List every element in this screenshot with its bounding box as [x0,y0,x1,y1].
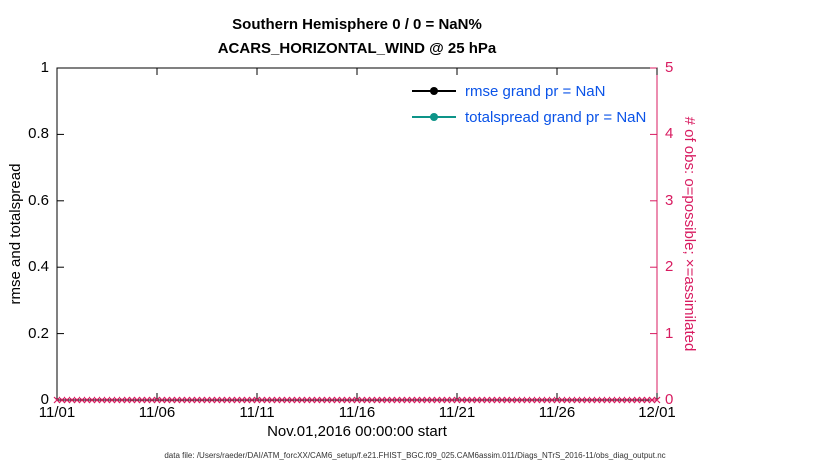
legend-label-totalspread: totalspread grand pr = NaN [465,108,647,126]
x-tick-label: 11/26 [538,404,576,421]
left-y-tick-label: 0.4 [28,258,49,276]
chart-title-line2: ACARS_HORIZONTAL_WIND @ 25 hPa [217,40,497,57]
chart-title-line1: Southern Hemisphere 0 / 0 = NaN% [232,16,482,33]
right-y-tick-label: 1 [665,324,674,342]
rmse-marker-icon [430,87,438,95]
rmse-line-sample-icon [412,87,456,95]
right-y-tick-label: 5 [665,59,674,76]
totalspread-marker-icon [430,113,438,121]
left-y-tick-label: 0.8 [28,125,49,143]
right-y-tick-label: 2 [665,258,674,276]
left-y-tick-label: 0.6 [28,191,49,209]
left-y-tick-label: 0 [40,391,49,408]
x-tick-label: 11/16 [338,404,376,421]
right-y-tick-label: 3 [665,191,674,209]
x-axis-label: Nov.01,2016 00:00:00 start [267,423,447,440]
right-axis-label: # of obs: o=possible; ×=assimilated [681,116,698,352]
right-y-tick-label: 0 [665,391,674,408]
data-file-caption: data file: /Users/raeder/DAI/ATM_forcXX/… [164,451,666,460]
legend: rmse grand pr = NaN totalspread grand pr… [412,80,646,128]
left-axis-label: rmse and totalspread [7,163,24,305]
x-tick-label: 11/11 [239,404,275,421]
left-y-tick-label: 1 [40,59,49,76]
x-tick-label: 11/06 [138,404,176,421]
left-y-tick-label: 0.2 [28,324,49,342]
legend-entry-totalspread: totalspread grand pr = NaN [412,106,646,128]
x-tick-label: 11/21 [438,404,476,421]
totalspread-line-sample-icon [412,113,456,121]
obs-count-marker-row [53,396,661,404]
right-y-tick-label: 4 [665,125,674,143]
legend-label-rmse: rmse grand pr = NaN [465,82,606,100]
legend-entry-rmse: rmse grand pr = NaN [412,80,646,102]
x-tick-label: 11/01 [38,404,76,421]
x-tick-label: 12/01 [638,404,676,421]
